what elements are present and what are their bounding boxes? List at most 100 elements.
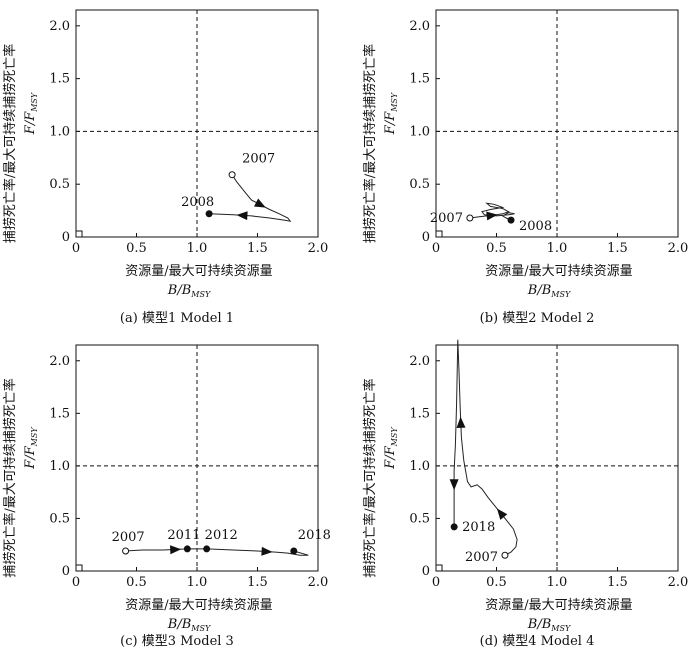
x-tick-label: 1.0 — [547, 241, 568, 256]
y-axis-symbol: F/FMSY — [383, 427, 399, 470]
direction-arrow — [456, 416, 466, 428]
x-symbol-main: B/B — [527, 617, 552, 632]
x-tick-label: 1.5 — [607, 575, 628, 590]
year-point — [203, 545, 211, 553]
x-symbol-main: B/B — [167, 617, 192, 632]
year-point — [501, 551, 509, 559]
origin-marker — [75, 230, 83, 238]
direction-arrow — [449, 479, 459, 491]
origin-marker — [75, 564, 83, 572]
y-tick-label: 0 — [422, 230, 430, 245]
y-symbol-sub: MSY — [30, 92, 39, 113]
x-axis-symbol: B/BMSY — [167, 283, 211, 299]
year-label: 2011 — [167, 528, 200, 543]
origin-marker — [435, 230, 443, 238]
y-tick-label: 2.0 — [49, 19, 70, 34]
year-point — [183, 545, 191, 553]
panel-caption: (d) 模型4 Model 4 — [480, 634, 595, 649]
x-tick-label: 1.5 — [247, 575, 268, 590]
y-tick-label: 0 — [62, 230, 70, 245]
y-tick-label: 0.5 — [49, 177, 70, 192]
year-point — [290, 547, 298, 555]
x-tick-label: 2.0 — [308, 575, 329, 590]
x-tick-label: 0 — [432, 575, 440, 590]
year-point — [228, 171, 236, 179]
y-tick-label: 2.0 — [409, 19, 430, 34]
y-tick-label: 1.5 — [49, 72, 70, 87]
x-tick-label: 1.5 — [607, 241, 628, 256]
y-symbol-main: F/F — [23, 111, 38, 135]
x-axis-label: 资源量/最大可持续资源量 — [485, 598, 632, 613]
y-symbol-sub: MSY — [390, 427, 399, 448]
x-symbol-main: B/B — [527, 283, 552, 298]
year-label: 2007 — [465, 550, 498, 565]
x-symbol-sub: MSY — [190, 624, 211, 633]
x-tick-label: 0 — [72, 575, 80, 590]
y-axis-label: 捕捞死亡率/最大可持续捕捞死亡率 — [362, 44, 378, 243]
y-axis-label: 捕捞死亡率/最大可持续捕捞死亡率 — [362, 378, 378, 577]
y-tick-label: 0.5 — [49, 511, 70, 526]
trajectory-line — [209, 174, 292, 222]
x-tick-label: 0 — [432, 241, 440, 256]
year-label: 2018 — [298, 528, 331, 543]
y-tick-label: 1.0 — [409, 124, 430, 139]
y-tick-label: 1.0 — [49, 459, 70, 474]
panel-caption: (b) 模型2 Model 2 — [480, 311, 595, 326]
x-tick-label: 0.5 — [126, 241, 147, 256]
x-tick-label: 2.0 — [308, 241, 329, 256]
y-axis-label: 捕捞死亡率/最大可持续捕捞死亡率 — [2, 378, 18, 577]
y-axis-symbol: F/FMSY — [383, 92, 399, 135]
panel-caption: (a) 模型1 Model 1 — [120, 311, 234, 326]
y-tick-label: 1.5 — [409, 406, 430, 421]
x-tick-label: 0.5 — [486, 575, 507, 590]
year-point — [450, 523, 458, 531]
x-symbol-sub: MSY — [550, 624, 571, 633]
year-point — [122, 547, 130, 555]
year-label: 2007 — [242, 152, 275, 167]
direction-arrow — [253, 198, 266, 208]
chart-panel-3: 0 0.5 1.0 1.5 2.0 0 0.5 1.0 1.5 2.0 资源量/最大可持续资源量 B/… — [2, 344, 331, 649]
y-axis-symbol: F/FMSY — [23, 427, 39, 470]
y-tick-label: 2.0 — [49, 354, 70, 369]
chart-panel-1: 0 0.5 1.0 1.5 2.0 0 0.5 1.0 1.5 2.0 资源量/最大可持续资源量 B/… — [2, 9, 329, 326]
year-label: 2008 — [181, 195, 214, 210]
x-tick-label: 1.0 — [547, 575, 568, 590]
year-point — [466, 214, 474, 222]
y-tick-label: 1.0 — [409, 459, 430, 474]
y-symbol-main: F/F — [383, 111, 398, 135]
chart-panel-4: 0 0.5 1.0 1.5 2.0 0 0.5 1.0 1.5 2.0 资源量/最大可持续资源量 B/… — [362, 339, 688, 649]
y-tick-label: 1.5 — [409, 72, 430, 87]
x-tick-label: 0 — [72, 241, 80, 256]
x-tick-label: 0.5 — [486, 241, 507, 256]
x-symbol-main: B/B — [167, 283, 192, 298]
x-axis-symbol: B/BMSY — [527, 283, 571, 299]
x-tick-label: 1.0 — [187, 241, 208, 256]
year-point — [205, 210, 213, 218]
x-axis-symbol: B/BMSY — [527, 617, 571, 633]
trajectory-line — [453, 339, 518, 556]
x-tick-label: 1.0 — [187, 575, 208, 590]
x-symbol-sub: MSY — [550, 290, 571, 299]
direction-arrow — [170, 545, 182, 555]
origin-marker — [435, 564, 443, 572]
y-tick-label: 0 — [422, 564, 430, 579]
direction-arrow — [496, 508, 508, 520]
x-tick-label: 0.5 — [126, 575, 147, 590]
year-label: 2018 — [462, 520, 495, 535]
x-axis-symbol: B/BMSY — [167, 617, 211, 633]
y-tick-label: 0.5 — [409, 511, 430, 526]
y-tick-label: 1.5 — [49, 406, 70, 421]
direction-arrow — [261, 546, 273, 556]
y-tick-label: 2.0 — [409, 354, 430, 369]
y-symbol-main: F/F — [23, 445, 38, 469]
x-axis-label: 资源量/最大可持续资源量 — [485, 264, 632, 279]
trajectory-line — [469, 202, 515, 221]
panel-caption: (c) 模型3 Model 3 — [120, 634, 234, 649]
x-tick-label: 2.0 — [668, 241, 689, 256]
y-tick-label: 0.5 — [409, 177, 430, 192]
year-point — [507, 216, 515, 224]
x-axis-label: 资源量/最大可持续资源量 — [125, 598, 272, 613]
year-label: 2007 — [112, 530, 145, 545]
direction-arrow — [236, 211, 248, 221]
